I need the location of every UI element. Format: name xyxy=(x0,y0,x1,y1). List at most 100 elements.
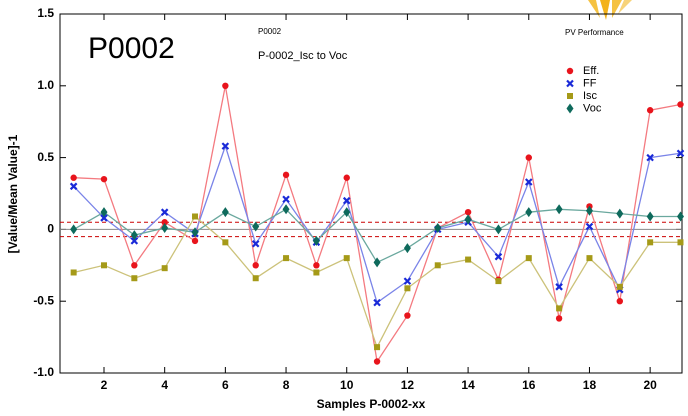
marker xyxy=(251,239,260,248)
x-tick-label: 14 xyxy=(461,378,475,392)
marker xyxy=(282,195,290,204)
marker xyxy=(131,262,138,269)
legend-label: Isc xyxy=(583,90,598,102)
marker xyxy=(343,207,351,218)
marker xyxy=(313,269,320,276)
marker xyxy=(282,204,290,215)
marker xyxy=(252,221,260,232)
x-tick-label: 8 xyxy=(283,378,290,392)
marker xyxy=(221,142,230,150)
marker xyxy=(100,175,108,183)
x-tick-label: 20 xyxy=(643,378,657,392)
y-tick-label: 1.5 xyxy=(37,6,54,20)
marker xyxy=(434,262,441,269)
marker xyxy=(676,149,685,158)
corner-label: PV Performance xyxy=(565,28,624,37)
marker xyxy=(494,224,502,235)
plot-frame xyxy=(59,13,683,374)
marker xyxy=(586,255,593,262)
marker xyxy=(585,222,594,231)
marker xyxy=(555,315,563,322)
marker xyxy=(161,265,168,272)
legend-marker xyxy=(566,67,574,75)
marker xyxy=(464,208,472,216)
marker xyxy=(222,239,229,246)
marker xyxy=(677,239,684,246)
series-line xyxy=(73,208,681,264)
x-tick-label: 12 xyxy=(401,378,415,392)
marker xyxy=(70,269,77,276)
marker xyxy=(252,275,259,282)
marker xyxy=(69,182,78,191)
marker xyxy=(373,358,381,365)
marker xyxy=(70,224,78,235)
marker xyxy=(100,207,108,218)
x-tick-label: 2 xyxy=(101,378,108,392)
marker xyxy=(374,344,381,351)
x-axis-label: Samples P-0002-xx xyxy=(317,397,426,411)
legend-label: FF xyxy=(583,77,597,89)
subheading: P0002 xyxy=(258,27,282,36)
marker xyxy=(616,298,623,305)
marker xyxy=(525,154,532,161)
x-tick-label: 6 xyxy=(222,378,229,392)
y-tick-label: -0.5 xyxy=(33,293,54,307)
marker xyxy=(464,214,472,225)
legend-label: Voc xyxy=(583,102,602,114)
marker xyxy=(192,213,199,220)
y-tick-label: -1.0 xyxy=(33,365,54,379)
marker xyxy=(616,208,624,219)
marker xyxy=(161,222,169,233)
marker xyxy=(191,227,199,238)
marker xyxy=(585,205,593,216)
marker xyxy=(403,243,411,254)
marker xyxy=(373,257,381,268)
sun-logo xyxy=(588,0,632,20)
marker xyxy=(524,178,533,186)
marker xyxy=(646,153,654,162)
marker xyxy=(100,262,107,269)
marker xyxy=(343,255,350,262)
marker xyxy=(556,305,563,312)
marker xyxy=(342,196,351,205)
marker xyxy=(222,82,229,90)
marker xyxy=(343,174,350,181)
marker xyxy=(646,107,654,114)
marker xyxy=(313,262,320,269)
legend-marker xyxy=(566,103,574,114)
marker xyxy=(525,207,533,218)
legend-marker xyxy=(566,79,574,88)
marker xyxy=(676,211,684,222)
legend-marker xyxy=(567,93,573,99)
marker xyxy=(312,235,320,246)
y-tick-label: 0.5 xyxy=(37,150,54,164)
marker xyxy=(130,230,138,241)
marker xyxy=(373,298,381,307)
marker xyxy=(403,277,412,285)
marker xyxy=(404,285,411,292)
series-line xyxy=(73,215,681,349)
x-tick-label: 18 xyxy=(583,378,597,392)
y-tick-label: 0 xyxy=(47,222,54,236)
chart-title: P-0002_Isc to Voc xyxy=(258,50,348,62)
marker xyxy=(282,171,290,179)
marker xyxy=(647,239,654,246)
marker xyxy=(434,222,442,233)
marker xyxy=(191,237,199,245)
marker xyxy=(160,208,169,216)
marker xyxy=(404,312,411,319)
marker xyxy=(555,204,563,215)
marker xyxy=(131,275,138,282)
x-tick-label: 10 xyxy=(340,378,354,392)
marker xyxy=(130,237,139,245)
marker xyxy=(283,255,290,262)
legend-label: Eff. xyxy=(583,65,599,77)
marker xyxy=(465,256,472,263)
marker xyxy=(221,207,229,218)
marker xyxy=(100,214,108,222)
y-axis-label: [Value/Mean Value]-1 xyxy=(6,134,20,253)
marker xyxy=(252,262,259,269)
x-tick-label: 16 xyxy=(522,378,536,392)
y-tick-label: 1.0 xyxy=(37,78,54,92)
